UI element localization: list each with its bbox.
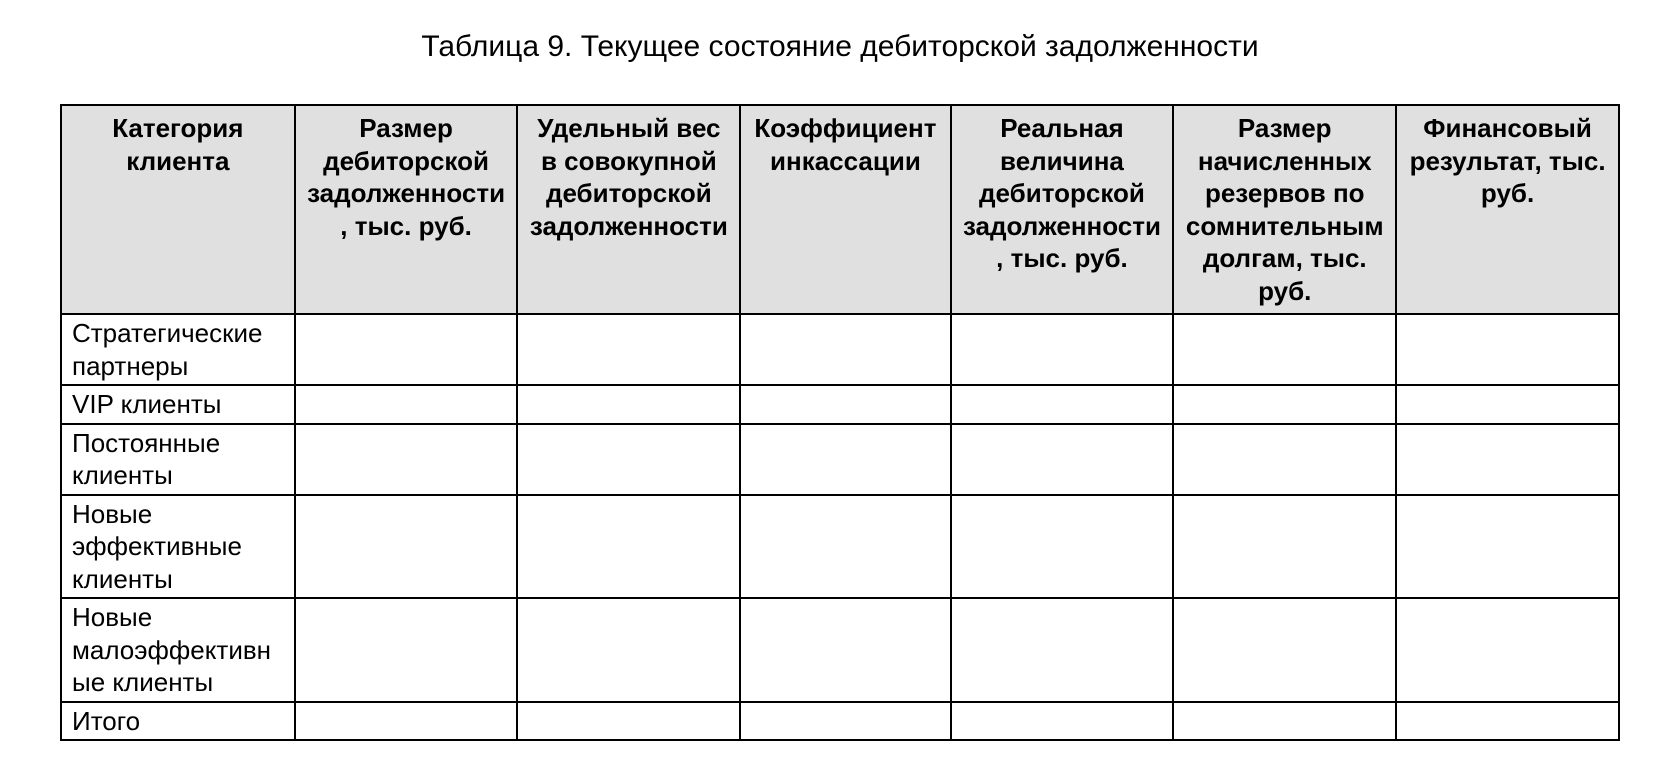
table-row: VIP клиенты: [61, 385, 1619, 424]
row-label-vip-clients: VIP клиенты: [61, 385, 295, 424]
row-label-strategic-partners: Стратегические партнеры: [61, 314, 295, 385]
cell: [295, 702, 518, 741]
cell: [295, 314, 518, 385]
col-header-category: Категория клиента: [61, 105, 295, 314]
cell: [1396, 385, 1619, 424]
cell: [740, 385, 950, 424]
table-caption: Таблица 9. Текущее состояние дебиторской…: [60, 30, 1620, 64]
cell: [1396, 314, 1619, 385]
cell: [951, 702, 1174, 741]
cell: [295, 495, 518, 599]
cell: [740, 702, 950, 741]
cell: [1173, 598, 1396, 702]
cell: [517, 598, 740, 702]
cell: [1173, 424, 1396, 495]
cell: [295, 424, 518, 495]
cell: [740, 424, 950, 495]
col-header-receivables-size: Размер дебиторской задолженности, тыс. р…: [295, 105, 518, 314]
cell: [1396, 598, 1619, 702]
cell: [951, 598, 1174, 702]
col-header-real-receivables: Реальная величина дебиторской задолженно…: [951, 105, 1174, 314]
cell: [1173, 495, 1396, 599]
table-row: Новые малоэффективные клиенты: [61, 598, 1619, 702]
cell: [517, 385, 740, 424]
cell: [951, 424, 1174, 495]
table-row: Итого: [61, 702, 1619, 741]
cell: [517, 424, 740, 495]
col-header-specific-weight: Удельный вес в совокупной дебиторской за…: [517, 105, 740, 314]
row-label-new-ineffective-clients: Новые малоэффективные клиенты: [61, 598, 295, 702]
cell: [1173, 385, 1396, 424]
table-row: Стратегические партнеры: [61, 314, 1619, 385]
cell: [1173, 702, 1396, 741]
receivables-table: Категория клиента Размер дебиторской зад…: [60, 104, 1620, 741]
cell: [1173, 314, 1396, 385]
cell: [740, 598, 950, 702]
row-label-regular-clients: Постоянные клиенты: [61, 424, 295, 495]
col-header-reserves: Размер начисленных резервов по сомнитель…: [1173, 105, 1396, 314]
cell: [517, 314, 740, 385]
col-header-financial-result: Финансовый результат, тыс. руб.: [1396, 105, 1619, 314]
cell: [1396, 424, 1619, 495]
cell: [295, 385, 518, 424]
cell: [951, 385, 1174, 424]
cell: [295, 598, 518, 702]
cell: [951, 314, 1174, 385]
cell: [740, 495, 950, 599]
table-row: Постоянные клиенты: [61, 424, 1619, 495]
table-row: Новые эффективные клиенты: [61, 495, 1619, 599]
cell: [1396, 702, 1619, 741]
row-label-total: Итого: [61, 702, 295, 741]
cell: [517, 702, 740, 741]
cell: [1396, 495, 1619, 599]
table-header-row: Категория клиента Размер дебиторской зад…: [61, 105, 1619, 314]
cell: [517, 495, 740, 599]
col-header-collection-ratio: Коэффициент инкассации: [740, 105, 950, 314]
cell: [951, 495, 1174, 599]
row-label-new-effective-clients: Новые эффективные клиенты: [61, 495, 295, 599]
cell: [740, 314, 950, 385]
